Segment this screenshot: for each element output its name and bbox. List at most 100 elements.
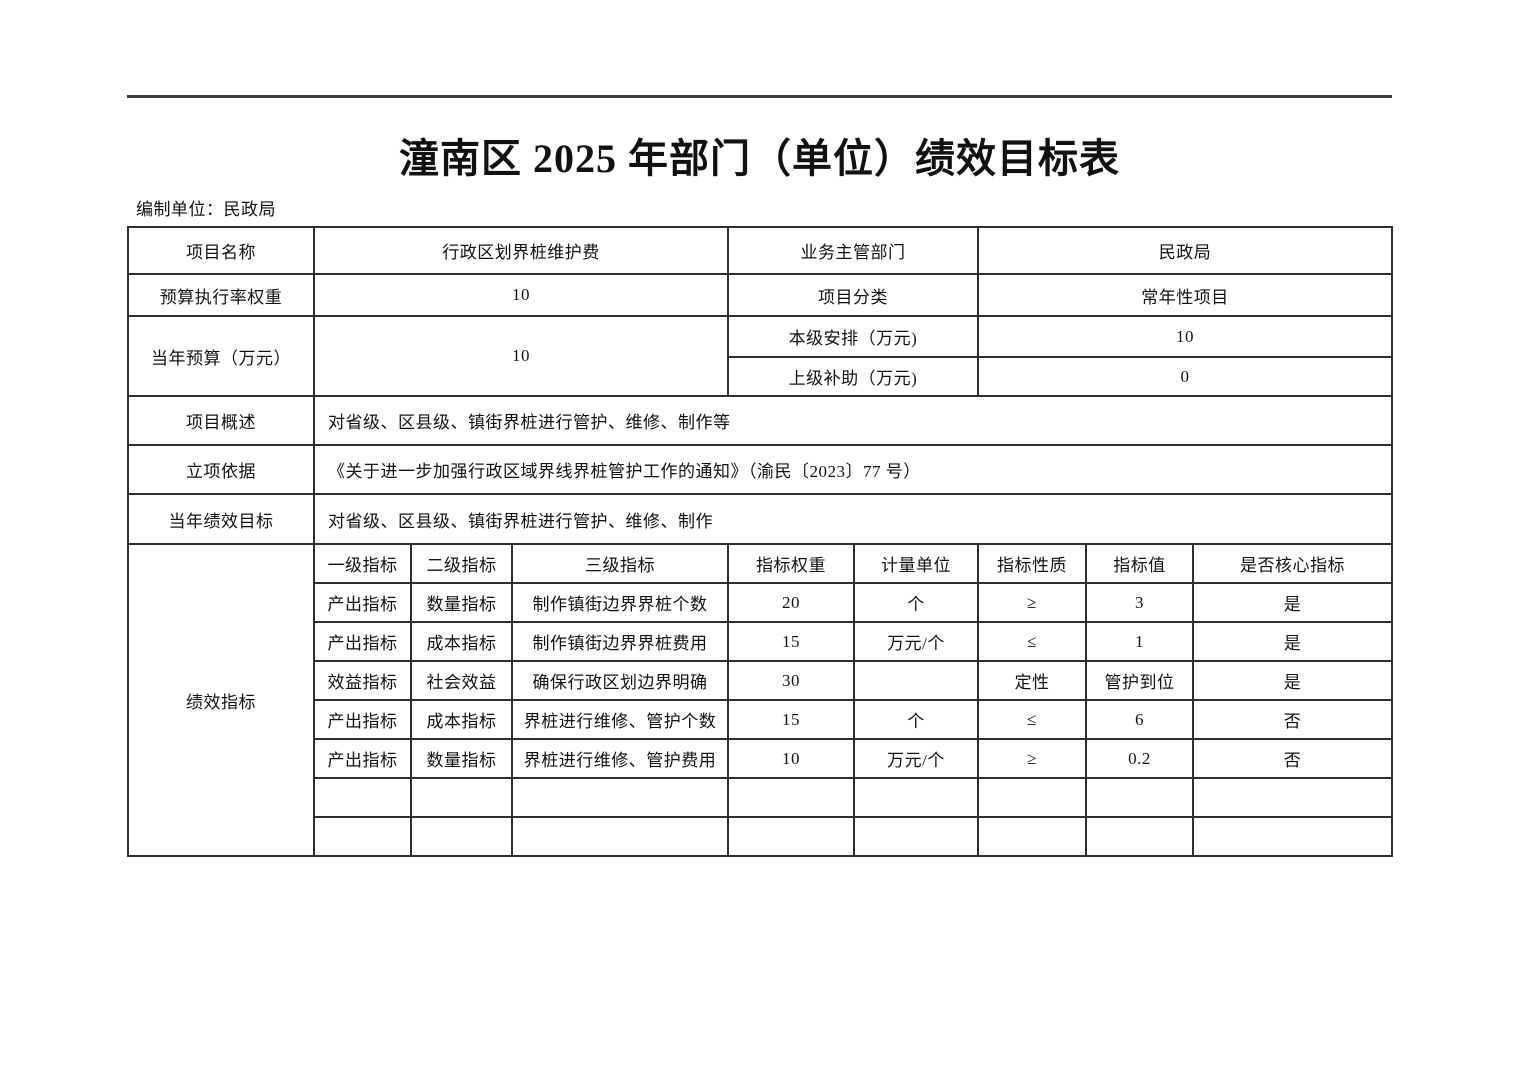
annual-budget-value: 10 — [312, 315, 730, 397]
indicator-cell: 15 — [727, 621, 856, 662]
indicator-header: 是否核心指标 — [1192, 543, 1394, 584]
indicator-cell: ≤ — [977, 621, 1088, 662]
indicator-cell: 确保行政区划边界明确 — [510, 660, 730, 701]
local-arrangement-label: 本级安排（万元) — [727, 315, 980, 358]
basis-label: 立项依据 — [127, 444, 315, 495]
project-name-label: 项目名称 — [127, 226, 315, 275]
indicator-header: 一级指标 — [313, 543, 412, 584]
indicator-cell: ≥ — [977, 738, 1088, 779]
indicators-label: 绩效指标 — [127, 543, 315, 857]
indicator-cell — [1085, 777, 1195, 818]
table-row: 立项依据 《关于进一步加强行政区域界线界桩管护工作的通知》（渝民〔2023〕77… — [127, 444, 1394, 495]
indicator-cell: 产出指标 — [313, 738, 412, 779]
indicator-cell: 1 — [1085, 621, 1195, 662]
table-row: 项目概述 对省级、区县级、镇街界桩进行管护、维修、制作等 — [127, 395, 1394, 446]
indicator-cell — [410, 816, 513, 857]
indicator-cell: 数量指标 — [410, 738, 513, 779]
indicator-cell: 管护到位 — [1085, 660, 1195, 701]
prepared-by-line: 编制单位：民政局 — [136, 200, 276, 219]
indicator-cell: 20 — [727, 582, 856, 623]
indicator-cell: 个 — [853, 582, 980, 623]
indicator-cell: 效益指标 — [313, 660, 412, 701]
indicator-cell — [977, 816, 1088, 857]
indicator-cell: 15 — [727, 699, 856, 740]
indicator-header: 计量单位 — [853, 543, 980, 584]
table-row: 上级补助（万元) 0 — [128, 356, 1394, 397]
indicator-cell — [853, 777, 980, 818]
annual-budget-label: 当年预算（万元） — [127, 315, 315, 397]
indicator-row: 产出指标 数量指标 界桩进行维修、管护费用 10 万元/个 ≥ 0.2 否 — [128, 738, 1394, 779]
overview-label: 项目概述 — [127, 395, 315, 446]
indicator-cell — [1192, 777, 1394, 818]
indicator-header: 三级指标 — [510, 543, 730, 584]
annual-goal-value: 对省级、区县级、镇街界桩进行管护、维修、制作 — [312, 493, 1394, 545]
page-title: 潼南区 2025 年部门（单位）绩效目标表 — [399, 136, 1120, 181]
indicator-cell — [313, 777, 412, 818]
indicator-cell: 制作镇街边界界桩个数 — [510, 582, 730, 623]
indicator-cell — [853, 660, 980, 701]
indicator-cell: 否 — [1192, 738, 1394, 779]
indicator-cell: 万元/个 — [853, 738, 980, 779]
superior-subsidy-value: 0 — [977, 356, 1394, 397]
indicator-cell — [313, 816, 412, 857]
superior-subsidy-label: 上级补助（万元) — [727, 356, 980, 397]
indicator-cell: 是 — [1192, 660, 1394, 701]
indicator-cell: 否 — [1192, 699, 1394, 740]
category-label: 项目分类 — [727, 273, 980, 317]
indicator-cell: 界桩进行维修、管护个数 — [510, 699, 730, 740]
indicator-cell: 成本指标 — [410, 699, 513, 740]
indicator-row: 效益指标 社会效益 确保行政区划边界明确 30 定性 管护到位 是 — [128, 660, 1394, 701]
indicator-cell: 定性 — [977, 660, 1088, 701]
indicator-cell: 社会效益 — [410, 660, 513, 701]
indicator-row: 产出指标 数量指标 制作镇街边界界桩个数 20 个 ≥ 3 是 — [128, 582, 1394, 623]
indicator-cell: 30 — [727, 660, 856, 701]
indicator-cell: 0.2 — [1085, 738, 1195, 779]
indicator-cell: 产出指标 — [313, 621, 412, 662]
indicator-row: 产出指标 成本指标 制作镇街边界界桩费用 15 万元/个 ≤ 1 是 — [128, 621, 1394, 662]
indicator-cell — [410, 777, 513, 818]
indicator-cell — [510, 777, 730, 818]
table-row: 项目名称 行政区划界桩维护费 业务主管部门 民政局 — [127, 226, 1394, 275]
indicator-row-empty — [128, 777, 1394, 818]
indicator-cell: 制作镇街边界界桩费用 — [510, 621, 730, 662]
budget-rate-label: 预算执行率权重 — [127, 273, 315, 317]
indicator-header-row: 绩效指标 一级指标 二级指标 三级指标 指标权重 计量单位 指标性质 指标值 是… — [127, 543, 1394, 857]
basis-value: 《关于进一步加强行政区域界线界桩管护工作的通知》（渝民〔2023〕77 号） — [312, 444, 1394, 495]
indicator-cell: 3 — [1085, 582, 1195, 623]
dept-label: 业务主管部门 — [727, 226, 980, 275]
indicator-cell — [1085, 816, 1195, 857]
indicator-cell — [510, 816, 730, 857]
local-arrangement-value: 10 — [977, 315, 1394, 358]
indicator-header: 指标权重 — [727, 543, 856, 584]
indicator-cell: 6 — [1085, 699, 1195, 740]
indicator-cell — [853, 816, 980, 857]
indicator-cell: 是 — [1192, 621, 1394, 662]
indicator-cell: 成本指标 — [410, 621, 513, 662]
dept-value: 民政局 — [977, 226, 1394, 275]
annual-goal-label: 当年绩效目标 — [127, 493, 315, 545]
indicator-cell: 个 — [853, 699, 980, 740]
indicator-cell — [727, 816, 856, 857]
indicator-cell — [977, 777, 1088, 818]
indicator-row-empty — [128, 816, 1394, 857]
indicator-cell: ≤ — [977, 699, 1088, 740]
overview-value: 对省级、区县级、镇街界桩进行管护、维修、制作等 — [312, 395, 1394, 446]
indicator-cell — [1192, 816, 1394, 857]
table-row: 当年预算（万元） 10 本级安排（万元) 10 — [127, 315, 1394, 397]
indicator-cell: 万元/个 — [853, 621, 980, 662]
indicator-cell: ≥ — [977, 582, 1088, 623]
indicator-cell: 是 — [1192, 582, 1394, 623]
table-row: 当年绩效目标 对省级、区县级、镇街界桩进行管护、维修、制作 — [127, 493, 1394, 545]
indicator-cell: 产出指标 — [313, 699, 412, 740]
top-rule-divider — [127, 95, 1392, 98]
indicator-cell: 产出指标 — [313, 582, 412, 623]
indicator-cell: 10 — [727, 738, 856, 779]
indicator-header: 指标值 — [1085, 543, 1195, 584]
indicator-header: 指标性质 — [977, 543, 1088, 584]
indicator-cell: 界桩进行维修、管护费用 — [510, 738, 730, 779]
indicator-row: 产出指标 成本指标 界桩进行维修、管护个数 15 个 ≤ 6 否 — [128, 699, 1394, 740]
indicator-cell — [727, 777, 856, 818]
indicator-header: 二级指标 — [410, 543, 513, 584]
indicator-cell: 数量指标 — [410, 582, 513, 623]
category-value: 常年性项目 — [977, 273, 1394, 317]
